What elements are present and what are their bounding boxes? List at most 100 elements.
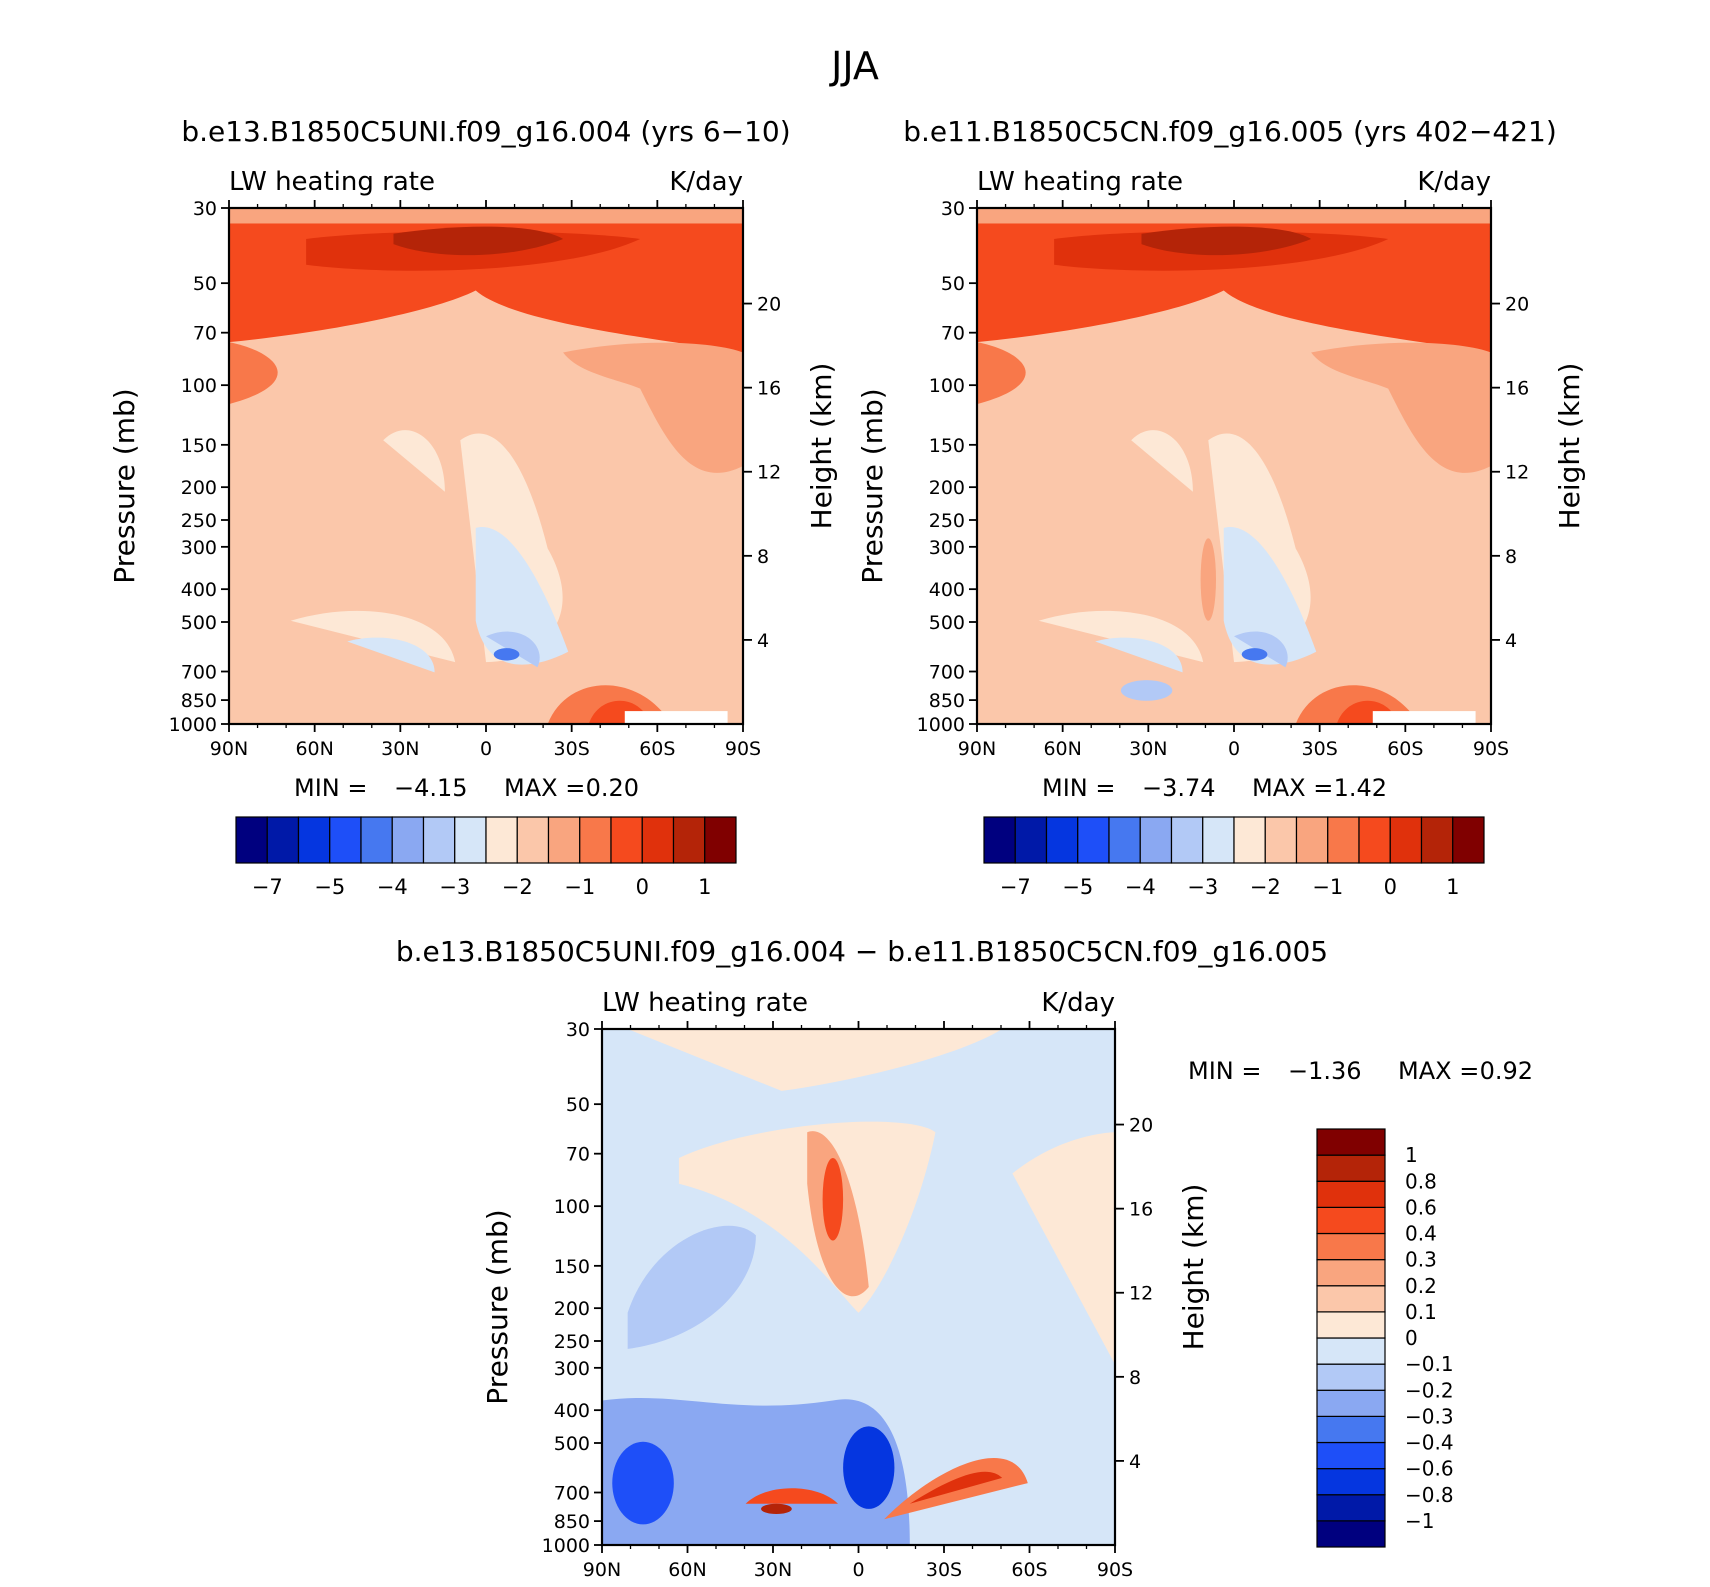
contour-field [602, 1029, 1115, 1545]
colorbar-swatch [579, 816, 612, 864]
y-tick-label: 70 [941, 323, 965, 345]
diff-colorbar: 10.80.6 0.40.30.20.10−0.1−0.2−0.3 −0.4−0.6… [1316, 1128, 1454, 1548]
colorbar-swatch [1170, 816, 1204, 864]
colorbar-label: 1 [1405, 1143, 1418, 1167]
contour-fill [822, 1158, 844, 1241]
colorbar-swatch [1014, 816, 1048, 864]
y-tick-label: 30 [193, 198, 217, 220]
subtitle-left: LW heating rate [602, 988, 808, 1018]
colorbar-swatch [1077, 816, 1110, 864]
colorbar-label: −3 [1187, 875, 1218, 899]
right-colorbar: −7 −5 −4 −3 −2 −1 0 1 [983, 816, 1485, 899]
y-axis-label: Pressure (mb) [108, 388, 141, 583]
colorbar-swatch [1316, 1520, 1386, 1548]
height-tick-label: 16 [757, 378, 781, 400]
colorbar-label: 0.3 [1405, 1248, 1437, 1272]
colorbar-swatch [641, 816, 675, 864]
colorbar-swatch [1316, 1259, 1386, 1287]
colorbar-label: −4 [377, 875, 408, 899]
colorbar-swatch [516, 816, 550, 864]
colorbar-swatch [360, 816, 393, 864]
colorbar-label: −0.1 [1405, 1352, 1454, 1376]
y-tick-label: 150 [929, 435, 965, 457]
contour-fill [347, 637, 435, 673]
contour-fill [627, 1225, 756, 1349]
contour-fill [393, 226, 564, 256]
colorbar-swatch [1316, 1206, 1386, 1235]
colorbar-label: −5 [314, 875, 345, 899]
x-tick-label: 30S [1302, 738, 1338, 760]
colorbar-swatch [1316, 1285, 1386, 1313]
y-tick-label: 50 [941, 273, 965, 295]
y-tick-label: 700 [181, 662, 217, 684]
colorbar-swatch [1316, 1363, 1386, 1391]
contour-fill [229, 208, 743, 224]
contour-fill [563, 342, 743, 473]
colorbar-swatch [1316, 1468, 1386, 1496]
colorbar-label: 0.1 [1405, 1300, 1437, 1324]
y-axis-label: Pressure (mb) [481, 1209, 514, 1404]
height-tick-label: 8 [1505, 546, 1517, 568]
y-tick-label: 850 [554, 1511, 590, 1533]
y-tick-label: 100 [554, 1196, 590, 1218]
colorbar-swatch [1264, 816, 1298, 864]
y-tick-label: 250 [554, 1331, 590, 1353]
height-tick-label: 8 [757, 546, 769, 568]
y-tick-label: 700 [554, 1483, 590, 1505]
y-tick-label: 500 [181, 612, 217, 634]
contour-fill [745, 1488, 838, 1504]
colorbar-swatch [329, 816, 362, 864]
x-tick-label: 60N [668, 1559, 706, 1581]
figure-title: JJA [829, 44, 879, 88]
y-tick-label: 500 [554, 1433, 590, 1455]
y-tick-label: 250 [181, 510, 217, 532]
contour-fill [1012, 1132, 1115, 1365]
colorbar-swatch [422, 816, 456, 864]
x-tick-label: 60N [295, 738, 333, 760]
contour-fill [843, 1426, 895, 1509]
y-tick-label: 70 [566, 1144, 590, 1166]
contour-fill [977, 342, 1026, 405]
colorbar-label: 0.4 [1405, 1222, 1437, 1246]
x-tick-label: 60S [639, 738, 675, 760]
min-value: −4.15 [394, 774, 468, 802]
y-tick-label: 200 [181, 477, 217, 499]
x-tick-label: 30S [554, 738, 590, 760]
contour-fill [1141, 226, 1312, 256]
contour-fill [909, 1471, 1003, 1504]
max-label: MAX = [1252, 774, 1333, 802]
contour-fill [627, 1029, 1003, 1091]
y-tick-label: 500 [929, 612, 965, 634]
colorbar-label: 1 [698, 875, 711, 899]
contour-fill [1120, 680, 1173, 701]
colorbar-swatch [266, 816, 300, 864]
x-tick-label: 90S [725, 738, 761, 760]
colorbar-swatch [1327, 816, 1360, 864]
height-tick-label: 16 [1129, 1199, 1153, 1221]
y-tick-label: 50 [193, 273, 217, 295]
colorbar-swatch [1316, 1337, 1386, 1365]
contour-field [977, 208, 1491, 724]
y-tick-label: 400 [554, 1400, 590, 1422]
height-tick-label: 16 [1505, 378, 1529, 400]
colorbar-swatch [1316, 1311, 1386, 1339]
y-tick-label: 700 [929, 662, 965, 684]
max-value: 0.20 [586, 774, 639, 802]
subtitle-right: K/day [1041, 988, 1115, 1018]
y-tick-label: 200 [929, 477, 965, 499]
max-value: 1.42 [1334, 774, 1387, 802]
subtitle-left: LW heating rate [229, 167, 435, 197]
colorbar-label: −4 [1125, 875, 1156, 899]
min-label: MIN = [1042, 774, 1115, 802]
x-tick-label: 30N [1129, 738, 1167, 760]
colorbar-swatch [1316, 1180, 1386, 1208]
x-tick-label: 60S [1011, 1559, 1047, 1581]
colorbar-swatch [610, 816, 643, 864]
height-axis-label: Height (km) [1553, 363, 1586, 530]
missing-data [1372, 711, 1476, 724]
colorbar-label: −7 [252, 875, 283, 899]
x-tick-label: 90N [210, 738, 248, 760]
contour-fill [1223, 526, 1317, 665]
contour-fill [602, 1398, 910, 1545]
